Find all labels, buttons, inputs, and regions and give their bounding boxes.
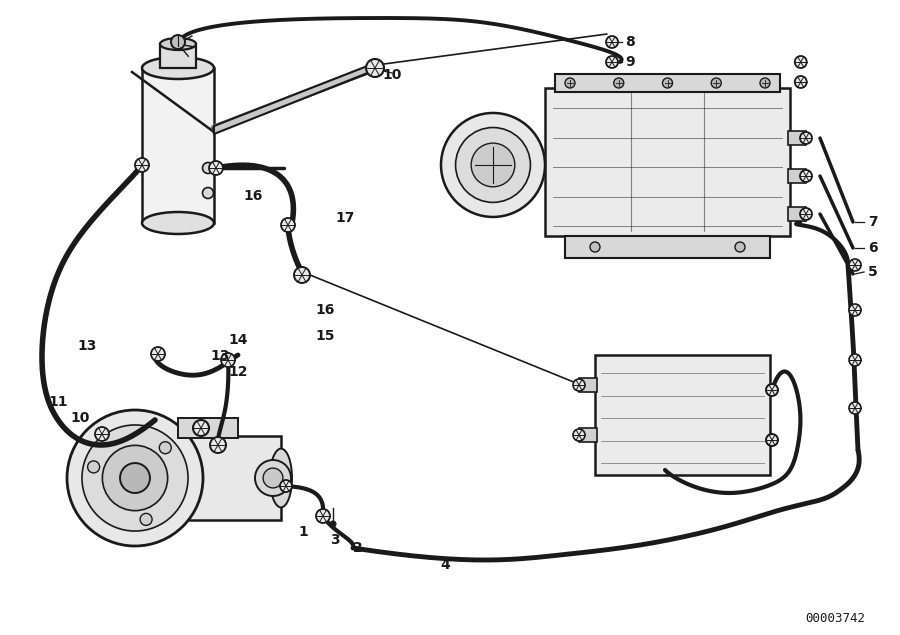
Text: 3: 3 [330,533,340,547]
Polygon shape [214,65,370,134]
Ellipse shape [160,38,196,50]
Circle shape [766,434,778,446]
Text: 15: 15 [315,329,335,343]
Circle shape [606,56,618,68]
Circle shape [366,59,384,77]
Ellipse shape [142,57,214,79]
Text: 4: 4 [440,558,450,572]
Text: 16: 16 [243,189,263,203]
Bar [160,44,196,68]
Circle shape [202,163,213,173]
Circle shape [590,242,600,252]
Polygon shape [214,68,370,132]
Text: 6: 6 [868,241,878,255]
Text: 1: 1 [298,525,308,539]
Circle shape [800,208,812,220]
Bar [579,428,597,442]
Circle shape [573,429,585,441]
Circle shape [120,463,150,493]
Bar [579,378,597,392]
Circle shape [455,128,530,203]
Circle shape [795,76,806,88]
Circle shape [159,442,171,454]
Circle shape [330,521,336,527]
Circle shape [606,36,618,48]
Text: 13: 13 [210,349,230,363]
Circle shape [766,384,778,396]
Circle shape [711,78,721,88]
Bar [565,236,770,258]
Text: 5: 5 [868,265,878,279]
Circle shape [735,242,745,252]
Circle shape [82,425,188,531]
Circle shape [849,304,861,316]
Text: 16: 16 [315,303,335,317]
Circle shape [171,35,185,49]
Circle shape [662,78,672,88]
Circle shape [67,410,203,546]
Circle shape [140,513,152,525]
Text: 8: 8 [625,35,634,49]
Circle shape [849,259,861,271]
Text: 14: 14 [228,333,248,347]
Text: 11: 11 [48,395,68,409]
Circle shape [760,78,770,88]
Bar [545,88,790,236]
Text: 10: 10 [70,411,89,425]
Bar [178,418,238,438]
Bar [555,74,780,92]
Circle shape [573,379,585,391]
Text: 13: 13 [77,339,96,353]
Circle shape [151,347,165,361]
Circle shape [210,437,226,453]
Circle shape [565,78,575,88]
Circle shape [441,113,545,217]
Circle shape [280,480,292,492]
Text: 7: 7 [868,215,878,229]
Circle shape [103,445,167,511]
Bar [153,436,281,520]
Bar [788,207,806,221]
Circle shape [193,420,209,436]
Text: 17: 17 [335,211,355,225]
Text: 12: 12 [228,365,248,379]
Circle shape [209,161,223,175]
Circle shape [795,56,806,68]
Circle shape [800,132,812,144]
Circle shape [87,461,100,473]
Circle shape [221,353,235,367]
Circle shape [294,267,310,283]
Text: 00003742: 00003742 [805,612,865,624]
Circle shape [849,354,861,366]
Circle shape [263,468,283,488]
Circle shape [849,402,861,414]
Bar [788,169,806,183]
Circle shape [135,158,149,172]
Bar [595,355,770,475]
Circle shape [95,427,109,441]
Circle shape [202,187,213,199]
Circle shape [614,78,624,88]
Circle shape [316,509,330,523]
Circle shape [800,170,812,182]
Circle shape [472,143,515,187]
Ellipse shape [141,436,165,520]
Text: 2: 2 [353,541,363,555]
Circle shape [255,460,291,496]
Ellipse shape [270,448,292,507]
Bar [788,131,806,145]
Text: 9: 9 [625,55,634,69]
Bar [142,68,214,223]
Text: 10: 10 [382,68,401,82]
Circle shape [281,218,295,232]
Ellipse shape [142,212,214,234]
